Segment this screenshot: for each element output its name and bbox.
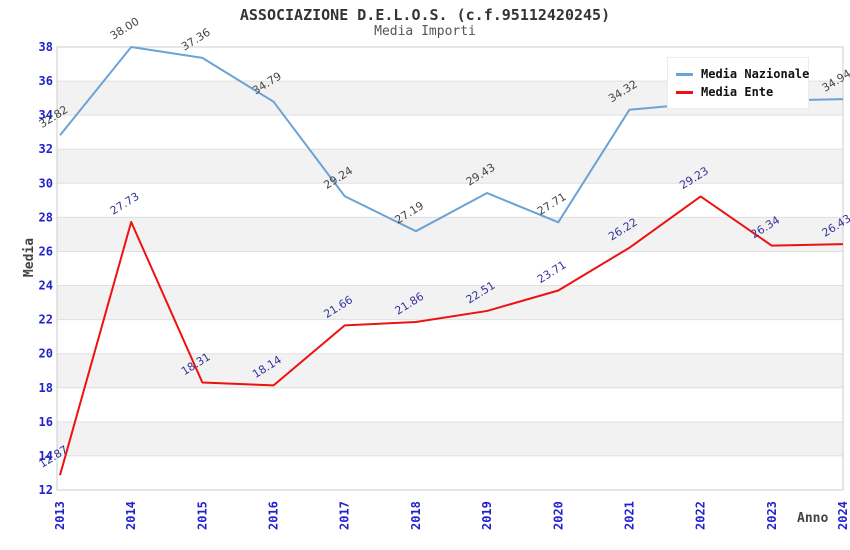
chart-title: ASSOCIAZIONE D.E.L.O.S. (c.f.95112420245…: [239, 6, 611, 24]
x-tick-label: 2017: [338, 501, 352, 530]
y-tick-label: 20: [39, 347, 53, 361]
x-tick-label: 2014: [124, 501, 138, 530]
y-tick-label: 36: [39, 74, 53, 88]
data-label: 27.73: [108, 190, 142, 218]
data-label: 12.87: [37, 443, 71, 471]
data-label: 37.36: [179, 26, 213, 54]
legend-item: Media Ente: [676, 84, 800, 100]
legend-line-swatch: [676, 72, 693, 76]
background-band: [57, 353, 843, 388]
legend-item-label: Media Nazionale: [701, 67, 810, 81]
x-tick-label: 2020: [551, 501, 565, 530]
x-tick-label: 2022: [694, 501, 708, 530]
y-tick-label: 22: [39, 313, 53, 327]
chart-subtitle: Media Importi: [374, 24, 476, 39]
x-tick-label: 2013: [53, 501, 67, 530]
legend-line-swatch: [676, 90, 693, 94]
y-tick-label: 28: [39, 210, 53, 224]
x-tick-label: 2018: [409, 501, 423, 530]
series-line-media-ente: [59, 195, 844, 476]
x-tick-label: 2015: [195, 501, 209, 530]
y-tick-label: 14: [39, 449, 53, 463]
y-tick-label: 38: [39, 40, 53, 54]
background-band: [57, 421, 843, 456]
data-label: 23.71: [535, 258, 569, 286]
x-tick-label: 2024: [836, 501, 850, 530]
legend-item-label: Media Ente: [701, 85, 774, 99]
legend: Media Nazionale Media Ente: [667, 57, 809, 109]
background-band: [57, 217, 843, 252]
y-tick-label: 32: [39, 142, 53, 156]
x-tick-label: 2023: [765, 501, 779, 530]
data-label: 38.00: [108, 15, 142, 43]
plot-border: [56, 46, 844, 491]
y-tick-label: 12: [39, 483, 53, 497]
y-axis-title: Media: [22, 237, 38, 278]
y-tick-label: 16: [39, 415, 53, 429]
x-tick-label: 2021: [622, 501, 636, 530]
background-band: [57, 149, 843, 184]
y-tick-label: 18: [39, 381, 53, 395]
x-tick-label: 2019: [480, 501, 494, 530]
legend-item: Media Nazionale: [676, 66, 809, 82]
y-tick-label: 26: [39, 244, 53, 258]
y-tick-label: 34: [39, 108, 53, 122]
x-tick-label: 2016: [267, 501, 281, 530]
y-tick-label: 24: [39, 279, 53, 293]
background-band: [57, 285, 843, 320]
y-tick-label: 30: [39, 176, 53, 190]
x-axis-title: Anno: [797, 511, 829, 526]
